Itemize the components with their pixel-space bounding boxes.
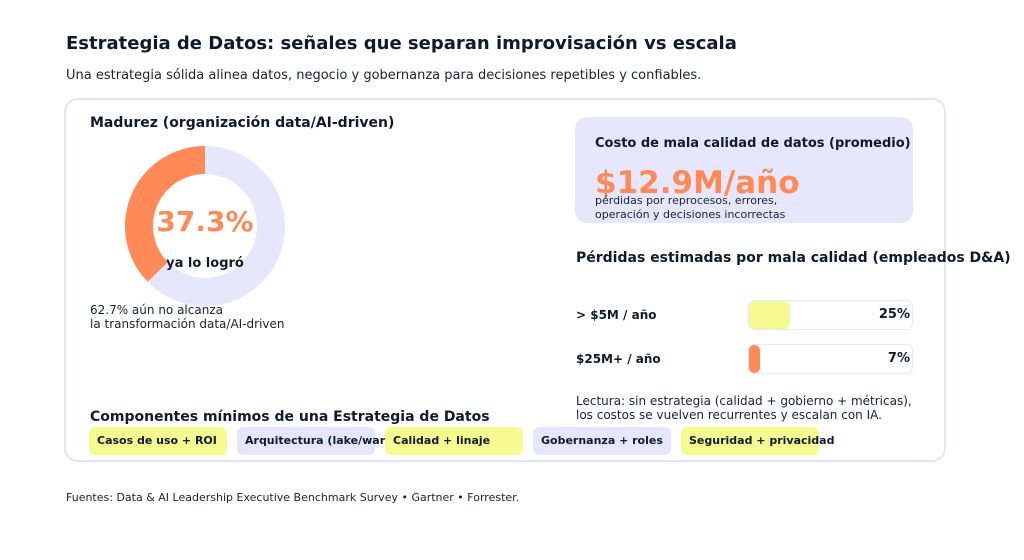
loss-bar-track: 25% xyxy=(748,300,913,330)
maturity-title: Madurez (organización data/AI-driven) xyxy=(90,115,395,131)
component-chip-use-cases: Casos de uso + ROI xyxy=(89,427,227,455)
loss-row-label: > $5M / año xyxy=(576,308,657,322)
cost-kpi-card: Costo de mala calidad de datos (promedio… xyxy=(575,117,913,223)
content-panel xyxy=(64,98,946,462)
maturity-donut xyxy=(125,146,285,306)
kpi-note-line2: operación y decisiones incorrectas xyxy=(595,208,786,221)
page-title: Estrategia de Datos: señales que separan… xyxy=(66,33,737,54)
reading-line2: los costos se vuelven recurrentes y esca… xyxy=(576,408,882,422)
maturity-note-line2: la transformación data/AI-driven xyxy=(90,317,285,331)
kpi-note-line1: pérdidas por reprocesos, errores, xyxy=(595,194,778,207)
loss-bar-percentage: 7% xyxy=(887,351,910,366)
losses-reading-note: Lectura: sin estrategia (calidad + gobie… xyxy=(576,394,912,422)
components-title: Componentes mínimos de una Estrategia de… xyxy=(90,409,490,425)
loss-bar-fill xyxy=(749,301,790,329)
component-chip-security: Seguridad + privacidad xyxy=(681,427,834,455)
loss-bar-percentage: 25% xyxy=(878,307,910,322)
maturity-note-line1: 62.7% aún no alcanza xyxy=(90,303,223,317)
component-chip-quality: Calidad + linaje xyxy=(385,427,523,455)
loss-row-label: $25M+ / año xyxy=(576,352,661,366)
maturity-caption: ya lo logró xyxy=(166,256,244,271)
kpi-label: Costo de mala calidad de datos (promedio… xyxy=(595,136,911,151)
donut-achieved-arc xyxy=(125,146,285,306)
kpi-note: pérdidas por reprocesos, errores, operac… xyxy=(595,194,785,222)
maturity-percentage: 37.3% xyxy=(156,205,254,238)
reading-line1: Lectura: sin estrategia (calidad + gobie… xyxy=(576,394,912,408)
losses-title: Pérdidas estimadas por mala calidad (emp… xyxy=(576,250,1011,266)
component-chip-governance: Gobernanza + roles xyxy=(533,427,671,455)
component-chip-architecture: Arquitectura (lake/warehouse) xyxy=(237,427,435,455)
maturity-note: 62.7% aún no alcanza la transformación d… xyxy=(90,303,285,331)
loss-bar-track: 7% xyxy=(748,344,913,374)
kpi-value: $12.9M/año xyxy=(595,165,800,201)
loss-bar-fill xyxy=(749,345,761,373)
sources-footer: Fuentes: Data & AI Leadership Executive … xyxy=(66,491,520,504)
page-subtitle: Una estrategia sólida alinea datos, nego… xyxy=(66,68,702,83)
